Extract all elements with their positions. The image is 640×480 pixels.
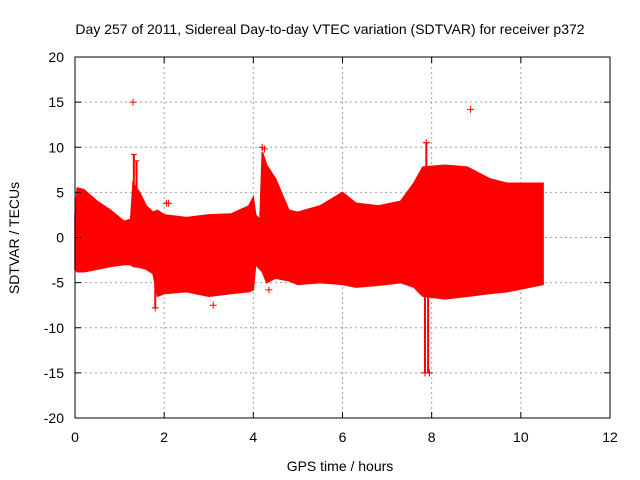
y-tick-label: 0 <box>56 230 64 246</box>
data-point <box>209 301 217 309</box>
x-tick-label: 6 <box>339 429 347 445</box>
y-tick-label: -10 <box>44 320 64 336</box>
axis-ticks: 0 2 4 6 8 10 12 -20 -15 -10 -5 0 5 10 15 20 <box>44 49 618 445</box>
data-point <box>422 139 430 147</box>
y-tick-label: 5 <box>56 184 64 200</box>
x-tick-label: 0 <box>71 429 79 445</box>
data-point <box>151 304 159 312</box>
data-point <box>260 145 268 153</box>
data-point <box>265 286 273 294</box>
x-axis-title: GPS time / hours <box>287 458 394 474</box>
data-point <box>165 199 173 207</box>
data-point <box>425 369 433 377</box>
x-tick-label: 4 <box>249 429 257 445</box>
y-tick-label: 10 <box>48 139 64 155</box>
y-tick-label: 20 <box>48 49 64 65</box>
data-point <box>129 98 137 106</box>
data-series <box>74 98 544 377</box>
data-band <box>74 151 544 300</box>
x-tick-label: 10 <box>513 429 529 445</box>
data-point <box>466 105 474 113</box>
y-tick-label: -15 <box>44 365 64 381</box>
y-axis-title: SDTVAR / TECUs <box>6 182 22 294</box>
chart-title: Day 257 of 2011, Sidereal Day-to-day VTE… <box>75 21 584 37</box>
y-tick-label: -5 <box>52 275 65 291</box>
x-tick-label: 2 <box>160 429 168 445</box>
y-tick-label: 15 <box>48 94 64 110</box>
y-tick-label: -20 <box>44 410 64 426</box>
x-tick-label: 8 <box>428 429 436 445</box>
x-tick-label: 12 <box>602 429 618 445</box>
